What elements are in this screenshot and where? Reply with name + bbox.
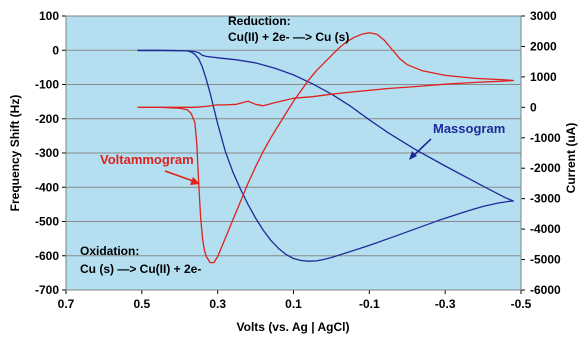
x-tick-label: 0.3 xyxy=(209,297,226,311)
x-axis-title: Volts (vs. Ag | AgCl) xyxy=(237,320,350,334)
voltammogram-arrowhead xyxy=(190,177,200,185)
left-tick-label: -200 xyxy=(35,112,59,126)
right-tick-label: -5000 xyxy=(530,253,561,267)
left-tick-label: -300 xyxy=(35,146,59,160)
right-tick-label: -3000 xyxy=(530,192,561,206)
left-tick-label: -600 xyxy=(35,249,59,263)
x-tick-label: -0.1 xyxy=(359,297,380,311)
right-tick-label: 1000 xyxy=(530,70,557,84)
oxidation-title: Oxidation: xyxy=(80,244,139,258)
x-tick-label: 0.1 xyxy=(285,297,302,311)
left-tick-label: -400 xyxy=(35,180,59,194)
x-tick-label: -0.5 xyxy=(511,297,532,311)
series-line-voltammogram xyxy=(137,32,515,264)
right-tick-label: 0 xyxy=(530,100,537,114)
reduction-title: Reduction: xyxy=(228,14,291,28)
x-tick-label: 0.7 xyxy=(58,297,75,311)
x-axis-ticks: 0.7 0.5 0.3 0.1 -0.1 -0.3 -0.5 xyxy=(58,290,532,311)
voltammogram-arrow xyxy=(164,170,197,183)
plot-border xyxy=(65,15,522,291)
left-tick-label: -700 xyxy=(35,283,59,297)
series-layer xyxy=(137,32,515,264)
series-line-massogram xyxy=(137,49,515,262)
x-tick-label: 0.5 xyxy=(133,297,150,311)
right-tick-label: -2000 xyxy=(530,161,561,175)
right-tick-label: -4000 xyxy=(530,222,561,236)
right-axis-ticks: 3000 2000 1000 0 -1000 -2000 -3000 -4000 -5000 -6… xyxy=(521,9,561,297)
right-tick-label: -1000 xyxy=(530,131,561,145)
massogram-arrowhead xyxy=(409,151,417,160)
left-tick-label: -100 xyxy=(35,78,59,92)
y-axis-title-left: Frequency Shift (Hz) xyxy=(8,95,22,212)
massogram-label: Massogram xyxy=(433,121,505,136)
y-axis-title-right: Current (uA) xyxy=(564,123,578,194)
reduction-equation: Cu(II) + 2e- —> Cu (s) xyxy=(228,30,349,44)
oxidation-equation: Cu (s) —> Cu(II) + 2e- xyxy=(80,262,201,276)
left-axis-ticks: 100 0 -100 -200 -300 -400 -500 -600 -700 xyxy=(35,9,66,297)
left-tick-label: 100 xyxy=(39,9,59,23)
right-tick-label: -6000 xyxy=(530,283,561,297)
right-tick-label: 2000 xyxy=(530,39,557,53)
right-tick-label: 3000 xyxy=(530,9,557,23)
left-tick-label: 0 xyxy=(52,43,59,57)
voltammogram-label: Voltammogram xyxy=(100,152,194,167)
x-tick-label: -0.3 xyxy=(435,297,456,311)
left-tick-label: -500 xyxy=(35,215,59,229)
